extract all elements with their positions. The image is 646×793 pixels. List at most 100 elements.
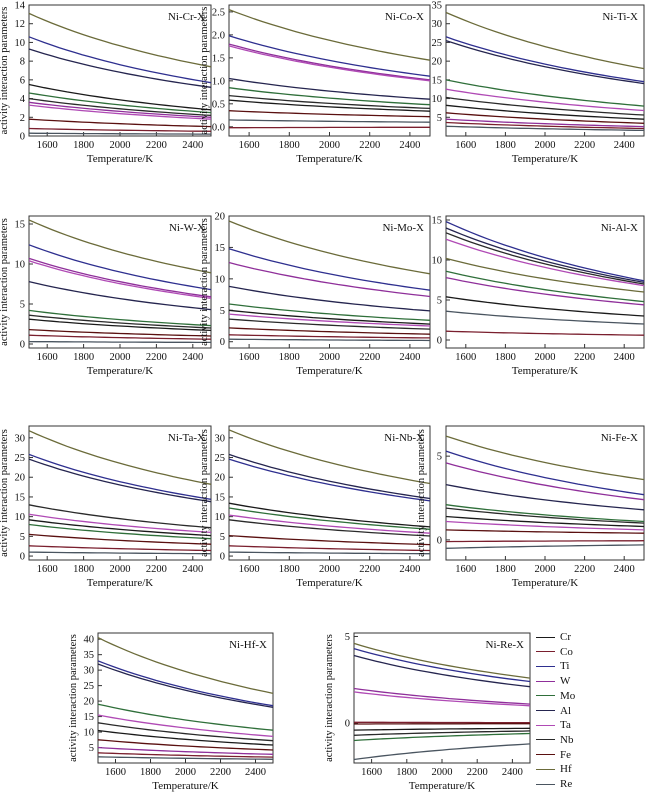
legend-label: Ti (560, 660, 570, 673)
x-tick-label: 2200 (467, 767, 488, 778)
x-tick-label: 1600 (37, 352, 58, 363)
series-line-re (445, 125, 645, 132)
y-tick-label: 15 (15, 220, 26, 231)
chart-panel: 1600 1800 2000 2200 2400 0 5 10 15 20 Ni-Mo-X Tempe… (199, 212, 431, 377)
y-tick-label: 8 (20, 57, 25, 68)
series-line-ta (353, 691, 531, 707)
x-tick-label: 1600 (239, 140, 260, 151)
chart-title: Ni-Re-X (486, 639, 525, 651)
y-tick-label: 10 (432, 256, 443, 267)
series-line-mo (445, 504, 645, 523)
series-line-al (445, 39, 645, 85)
series-line-hf (228, 8, 431, 61)
series-line-mo (97, 703, 274, 731)
x-tick-label: 1600 (37, 140, 58, 151)
legend-item-w: W (536, 674, 570, 688)
x-tick-label: 1800 (279, 564, 300, 575)
y-tick-label: 20 (215, 473, 226, 484)
series-line-co (228, 545, 431, 552)
legend-swatch (536, 783, 555, 785)
legend-item-hf: Hf (536, 762, 572, 776)
legend-swatch (536, 665, 555, 667)
series-line-hf (353, 642, 531, 679)
series-line-ta (228, 313, 431, 327)
legend-swatch (536, 710, 555, 711)
x-tick-label: 2000 (110, 564, 131, 575)
x-tick-label: 2400 (182, 140, 203, 151)
series-line-re (228, 338, 431, 342)
y-tick-label: 10 (15, 260, 26, 271)
x-tick-label: 2200 (574, 352, 595, 363)
chart-title: Ni-Fe-X (601, 432, 638, 444)
series-line-mo (228, 507, 431, 530)
y-tick-label: 30 (84, 666, 95, 677)
y-tick-label: 20 (432, 57, 443, 68)
x-tick-label: 1600 (239, 352, 260, 363)
series-line-ti (28, 36, 212, 84)
y-tick-label: 0 (20, 340, 25, 351)
y-tick-label: 5 (345, 632, 350, 643)
series-line-mo (28, 309, 212, 327)
series-line-ti (445, 450, 645, 496)
series-line-cr (353, 727, 531, 731)
series-line-nb (353, 730, 531, 736)
y-axis-label: activity interaction parameters (324, 634, 335, 762)
legend-swatch (536, 739, 555, 741)
legend-swatch (536, 651, 555, 653)
series-line-co (97, 752, 274, 758)
x-axis-label: Temperature/K (296, 365, 362, 377)
chart-panel: 1600 1800 2000 2200 2400 5 10 15 20 25 30 35 40 Ni-Hf… (68, 632, 274, 792)
series-line-mo (28, 523, 212, 540)
chart-title: Ni-Al-X (601, 222, 638, 234)
series-line-cr (445, 515, 645, 528)
x-tick-label: 1600 (455, 564, 476, 575)
x-axis-label: Temperature/K (87, 577, 153, 589)
legend-swatch (536, 680, 555, 682)
x-tick-label: 1800 (495, 564, 516, 575)
series-line-re (28, 551, 211, 555)
chart-panel: 1600 1800 2000 2200 2400 0 5 Ni-Re-X Temperature… (324, 632, 531, 792)
chart-panel: 1600 1800 2000 2200 2400 0 5 10 15 Ni-Al-X Tempera… (432, 215, 645, 377)
series-line-ta (28, 260, 212, 300)
series-line-re (28, 132, 211, 135)
series-line-ti (28, 244, 212, 291)
chart-panel: 1600 1800 2000 2200 2400 0 5 10 15 20 25 30 Ni-Nb-X T… (199, 425, 431, 589)
series-line-nb (228, 94, 431, 110)
series-line-al (28, 280, 212, 311)
series-line-fe (445, 112, 645, 124)
legend-item-re: Re (536, 777, 572, 791)
series-line-re (445, 544, 645, 549)
legend-label: Fe (560, 748, 571, 761)
legend-item-ta: Ta (536, 718, 571, 732)
y-tick-label: 6 (20, 75, 25, 86)
legend-label: Re (560, 778, 573, 790)
y-tick-label: 35 (432, 1, 443, 12)
y-axis-label: activity interaction parameters (199, 429, 210, 557)
series-line-al (353, 654, 531, 688)
legend-label: Al (560, 704, 571, 717)
series-line-ta (445, 88, 645, 112)
series-line-mo (353, 732, 531, 742)
y-tick-label: 2 (20, 113, 25, 124)
series-line-ta (228, 45, 431, 82)
series-line-re (228, 119, 431, 123)
y-tick-label: 15 (432, 216, 443, 227)
x-tick-label: 2400 (182, 352, 203, 363)
series-line-al (28, 48, 212, 88)
y-tick-label: 5 (89, 743, 94, 754)
series-line-ta (28, 104, 212, 120)
x-tick-label: 2400 (614, 564, 635, 575)
y-tick-label: 15 (215, 492, 226, 503)
series-line-al (445, 227, 645, 284)
y-tick-label: 20 (215, 212, 226, 223)
plot-frame (228, 425, 431, 561)
x-tick-label: 2200 (359, 352, 380, 363)
series-line-ta (228, 514, 431, 534)
y-axis-label: activity interaction parameters (199, 218, 210, 346)
x-tick-label: 2000 (319, 564, 340, 575)
series-line-re (228, 551, 430, 555)
chart-title: Ni-Hf-X (229, 639, 267, 651)
y-tick-label: 14 (15, 1, 26, 12)
x-tick-label: 2200 (359, 140, 380, 151)
x-tick-label: 2200 (210, 767, 231, 778)
